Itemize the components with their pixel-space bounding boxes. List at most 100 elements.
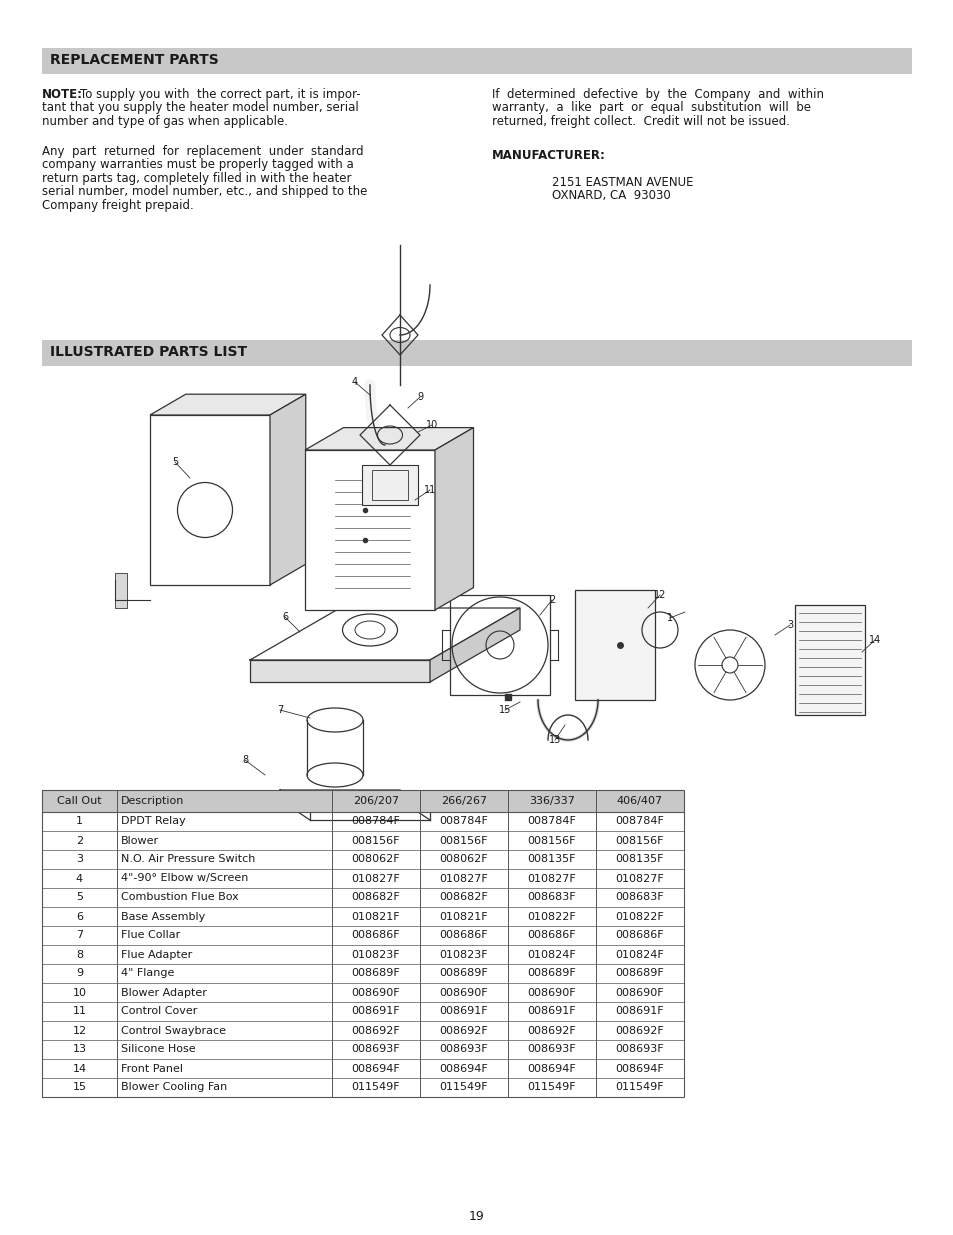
Text: 008694F: 008694F bbox=[615, 1063, 663, 1073]
Text: 10: 10 bbox=[425, 420, 437, 430]
Text: 336/337: 336/337 bbox=[529, 797, 575, 806]
Text: 266/267: 266/267 bbox=[440, 797, 487, 806]
Text: 010821F: 010821F bbox=[439, 911, 488, 921]
Bar bbox=[42, 790, 683, 811]
Text: 12: 12 bbox=[653, 590, 665, 600]
Text: 13: 13 bbox=[548, 735, 560, 745]
Text: 4: 4 bbox=[76, 873, 83, 883]
Bar bbox=[794, 605, 864, 715]
Text: 11: 11 bbox=[72, 1007, 87, 1016]
Text: 008784F: 008784F bbox=[615, 816, 663, 826]
Text: 008690F: 008690F bbox=[439, 988, 488, 998]
Text: 008692F: 008692F bbox=[439, 1025, 488, 1035]
Text: 4" Flange: 4" Flange bbox=[121, 968, 174, 978]
Text: Company freight prepaid.: Company freight prepaid. bbox=[42, 199, 193, 211]
Text: 7: 7 bbox=[276, 705, 283, 715]
Text: 19: 19 bbox=[469, 1210, 484, 1223]
Text: 008690F: 008690F bbox=[527, 988, 576, 998]
Text: Base Assembly: Base Assembly bbox=[121, 911, 205, 921]
Text: 008689F: 008689F bbox=[439, 968, 488, 978]
Text: 4"-90° Elbow w/Screen: 4"-90° Elbow w/Screen bbox=[121, 873, 248, 883]
Text: 008686F: 008686F bbox=[615, 930, 663, 941]
Text: 008156F: 008156F bbox=[527, 836, 576, 846]
Text: MANUFACTURER:: MANUFACTURER: bbox=[492, 148, 605, 162]
Text: REPLACEMENT PARTS: REPLACEMENT PARTS bbox=[50, 53, 218, 67]
Bar bbox=[42, 48, 911, 74]
Text: 008062F: 008062F bbox=[439, 855, 488, 864]
Text: Description: Description bbox=[121, 797, 184, 806]
Text: 5: 5 bbox=[76, 893, 83, 903]
Text: 008693F: 008693F bbox=[352, 1045, 400, 1055]
Text: 008784F: 008784F bbox=[527, 816, 576, 826]
Text: 206/207: 206/207 bbox=[353, 797, 398, 806]
Text: 010824F: 010824F bbox=[615, 950, 663, 960]
Text: 008062F: 008062F bbox=[352, 855, 400, 864]
Text: 008692F: 008692F bbox=[352, 1025, 400, 1035]
Polygon shape bbox=[270, 394, 305, 585]
Text: Blower: Blower bbox=[121, 836, 159, 846]
Text: 008693F: 008693F bbox=[439, 1045, 488, 1055]
Bar bbox=[575, 590, 655, 700]
Text: 011549F: 011549F bbox=[615, 1083, 663, 1093]
Text: 008690F: 008690F bbox=[615, 988, 663, 998]
Text: N.O. Air Pressure Switch: N.O. Air Pressure Switch bbox=[121, 855, 255, 864]
Text: warranty,  a  like  part  or  equal  substitution  will  be: warranty, a like part or equal substitut… bbox=[492, 101, 810, 115]
Text: 011549F: 011549F bbox=[527, 1083, 576, 1093]
Text: number and type of gas when applicable.: number and type of gas when applicable. bbox=[42, 115, 288, 128]
Text: 9: 9 bbox=[76, 968, 83, 978]
Text: 8: 8 bbox=[76, 950, 83, 960]
Text: 008784F: 008784F bbox=[439, 816, 488, 826]
Text: 008691F: 008691F bbox=[439, 1007, 488, 1016]
Text: 15: 15 bbox=[498, 705, 511, 715]
Text: 008156F: 008156F bbox=[352, 836, 400, 846]
Text: 008692F: 008692F bbox=[527, 1025, 576, 1035]
Text: Front Panel: Front Panel bbox=[121, 1063, 183, 1073]
Text: ILLUSTRATED PARTS LIST: ILLUSTRATED PARTS LIST bbox=[50, 345, 247, 359]
Text: 11: 11 bbox=[423, 485, 436, 495]
Polygon shape bbox=[150, 394, 305, 415]
Text: 1: 1 bbox=[666, 613, 673, 622]
Bar bbox=[372, 471, 408, 500]
Text: 008691F: 008691F bbox=[527, 1007, 576, 1016]
Bar bbox=[42, 340, 911, 366]
Text: 8: 8 bbox=[242, 755, 248, 764]
Text: 008690F: 008690F bbox=[352, 988, 400, 998]
Bar bbox=[115, 573, 127, 608]
Text: 14: 14 bbox=[72, 1063, 87, 1073]
Text: 010824F: 010824F bbox=[527, 950, 576, 960]
Text: 008691F: 008691F bbox=[615, 1007, 663, 1016]
Text: 406/407: 406/407 bbox=[617, 797, 662, 806]
Text: serial number, model number, etc., and shipped to the: serial number, model number, etc., and s… bbox=[42, 185, 367, 198]
Text: 008694F: 008694F bbox=[527, 1063, 576, 1073]
Text: 5: 5 bbox=[172, 457, 178, 467]
Text: 1: 1 bbox=[76, 816, 83, 826]
Text: 008135F: 008135F bbox=[527, 855, 576, 864]
Text: 13: 13 bbox=[72, 1045, 87, 1055]
Text: company warranties must be properly tagged with a: company warranties must be properly tagg… bbox=[42, 158, 354, 172]
Bar bbox=[361, 466, 417, 505]
Text: 008689F: 008689F bbox=[615, 968, 663, 978]
Text: OXNARD, CA  93030: OXNARD, CA 93030 bbox=[552, 189, 670, 203]
Text: 008686F: 008686F bbox=[352, 930, 400, 941]
Text: 008784F: 008784F bbox=[352, 816, 400, 826]
Polygon shape bbox=[305, 427, 473, 450]
Text: Call Out: Call Out bbox=[57, 797, 102, 806]
Text: 011549F: 011549F bbox=[352, 1083, 400, 1093]
Polygon shape bbox=[150, 415, 270, 585]
Polygon shape bbox=[250, 659, 430, 682]
Text: 6: 6 bbox=[76, 911, 83, 921]
Text: 008694F: 008694F bbox=[439, 1063, 488, 1073]
Text: 9: 9 bbox=[416, 391, 422, 403]
Text: 15: 15 bbox=[72, 1083, 87, 1093]
Text: DPDT Relay: DPDT Relay bbox=[121, 816, 186, 826]
Text: 010822F: 010822F bbox=[527, 911, 576, 921]
Text: Flue Collar: Flue Collar bbox=[121, 930, 180, 941]
Text: 008682F: 008682F bbox=[352, 893, 400, 903]
Text: 010823F: 010823F bbox=[439, 950, 488, 960]
Text: 008693F: 008693F bbox=[615, 1045, 663, 1055]
Text: 008686F: 008686F bbox=[439, 930, 488, 941]
Text: 7: 7 bbox=[76, 930, 83, 941]
Text: 008691F: 008691F bbox=[352, 1007, 400, 1016]
Text: If  determined  defective  by  the  Company  and  within: If determined defective by the Company a… bbox=[492, 88, 823, 101]
Text: 008689F: 008689F bbox=[352, 968, 400, 978]
